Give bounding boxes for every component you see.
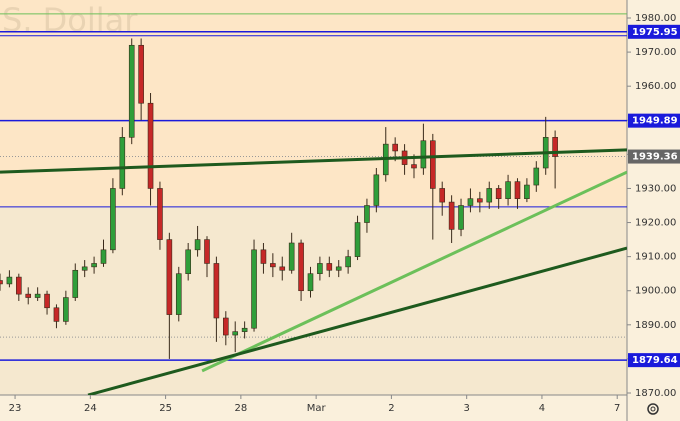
candle-body (392, 143, 398, 152)
candle-body (204, 239, 210, 264)
candle-body (364, 205, 370, 223)
level-label-bg (628, 353, 680, 368)
level-label: 1949.89 (632, 116, 678, 127)
candle-body (100, 249, 107, 264)
candle-body (326, 263, 333, 271)
candle-body (110, 188, 116, 251)
plot-bg-lower (0, 207, 627, 395)
candle-body (317, 263, 323, 274)
candle-body (345, 256, 351, 268)
last-price-bg (628, 149, 680, 164)
candle-body (288, 242, 295, 271)
candle-body (166, 239, 173, 315)
candle-body (514, 181, 521, 199)
last-price-label: 1939.36 (632, 152, 678, 163)
candle-body (335, 266, 342, 271)
candle-body (81, 266, 88, 271)
candle-body (147, 102, 154, 189)
y-tick-label: 1960.00 (635, 81, 676, 92)
y-tick-label: 1900.00 (635, 286, 676, 297)
candle-body (495, 188, 502, 199)
x-tick-label: 3 (463, 403, 469, 414)
candle-body (524, 184, 530, 199)
candle-body (72, 269, 79, 298)
candle-body (44, 293, 50, 309)
candle-body (260, 249, 267, 264)
x-tick-label: 23 (9, 403, 22, 414)
candle-body (53, 307, 60, 322)
candle-body (298, 242, 304, 292)
candle-body (194, 239, 201, 251)
y-tick-label: 1930.00 (635, 183, 676, 194)
y-tick-label: 1870.00 (635, 388, 676, 399)
candle-body (505, 181, 511, 199)
candle-body (307, 273, 314, 292)
price-axis-bg (627, 0, 680, 421)
candle-body (157, 188, 163, 240)
y-tick-label: 1920.00 (635, 218, 676, 229)
x-tick-label: 24 (84, 403, 97, 414)
candle-body (251, 249, 257, 329)
trendline (0, 148, 627, 174)
x-tick-label: 28 (234, 403, 247, 414)
candle-body (279, 266, 286, 271)
candle-body (448, 201, 455, 230)
candle-body (128, 44, 135, 138)
candle-body (34, 293, 41, 298)
candle-body (420, 140, 427, 169)
x-tick-label: 4 (539, 403, 545, 414)
plot-bg-upper (0, 0, 627, 207)
candle-body (223, 317, 229, 336)
candle-body (467, 198, 474, 206)
candle-body (270, 263, 276, 268)
settings-icon[interactable] (647, 403, 659, 415)
candle-body (477, 198, 483, 203)
plot-area (0, 13, 627, 395)
candle-body (430, 140, 436, 189)
y-tick-label: 1910.00 (635, 252, 676, 263)
candle-body (354, 222, 361, 257)
y-tick-label: 1970.00 (635, 47, 676, 58)
candle-body (6, 276, 13, 285)
watermark: S. Dollar (2, 1, 138, 39)
x-tick-label: Mar (307, 403, 327, 414)
candle-body (0, 280, 3, 285)
level-label-bg (628, 24, 680, 39)
candle-body (552, 137, 558, 157)
candle-body (232, 331, 239, 336)
candle-body (439, 188, 446, 203)
candle-body (486, 188, 493, 203)
candle-body (63, 297, 69, 322)
candle-body (16, 276, 22, 295)
x-tick-label: 25 (159, 403, 172, 414)
candle-body (458, 205, 464, 230)
candle-body (175, 273, 182, 315)
candle-body (185, 249, 191, 274)
candle-body (241, 327, 248, 332)
level-label-bg (628, 113, 680, 128)
x-tick-label: 7 (614, 403, 620, 414)
candle-body (25, 293, 32, 298)
level-label: 1879.64 (632, 355, 678, 366)
trendline (201, 170, 627, 373)
candle-body (533, 167, 540, 186)
trendline (87, 246, 627, 395)
candle-body (411, 164, 417, 169)
time-axis-bg (0, 395, 627, 421)
y-tick-label: 1980.00 (635, 13, 676, 24)
y-tick-label: 1890.00 (635, 320, 676, 331)
candle-body (119, 137, 126, 189)
candle-body (91, 263, 97, 268)
candle-body (138, 44, 144, 104)
candle-body (373, 174, 380, 206)
level-label: 1975.95 (632, 27, 678, 38)
candle-body (213, 263, 220, 319)
x-tick-label: 2 (388, 403, 394, 414)
